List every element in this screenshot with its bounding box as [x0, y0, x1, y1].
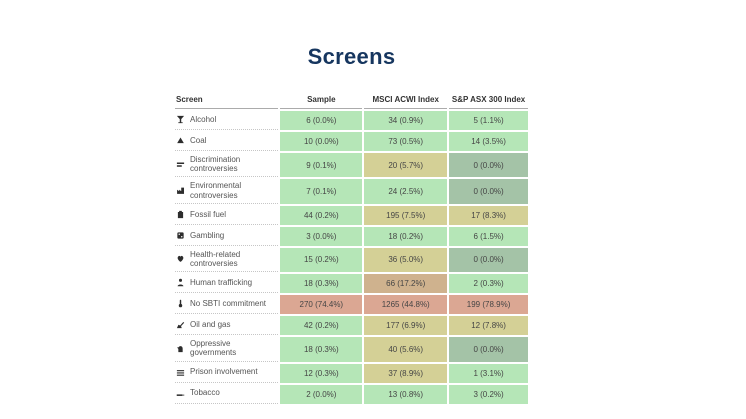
screen-label: Tobacco [190, 388, 220, 398]
sp-asx-300-cell: 14 (3.5%) [449, 132, 528, 151]
sample-cell: 42 (0.2%) [280, 316, 363, 336]
msci-acwi-cell: 73 (0.5%) [364, 132, 448, 151]
sample-cell: 3 (0.0%) [280, 226, 363, 246]
sample-cell: 44 (0.2%) [280, 205, 363, 225]
fuel-canister-icon [176, 210, 185, 219]
table-row: Human trafficking 18 (0.3%) 66 (17.2%) 2… [175, 274, 528, 294]
sp-asx-300-cell: 3 (0.2%) [449, 384, 528, 404]
sample-cell: 10 (0.0%) [280, 132, 363, 151]
msci-acwi-cell: 34 (0.9%) [364, 111, 448, 130]
msci-acwi-cell: 18 (0.2%) [364, 226, 448, 246]
table-row: Coal 10 (0.0%) 73 (0.5%) 14 (3.5%) [175, 132, 528, 151]
sp-asx-300-cell: 6 (1.5%) [449, 226, 528, 246]
report-page: Screens Screen Sample MSCI ACWI Index S&… [173, 44, 530, 406]
column-header-msci-acwi: MSCI ACWI Index [364, 95, 448, 109]
sp-asx-300-cell: 0 (0.0%) [449, 153, 528, 178]
screen-label: Discrimination controversies [190, 155, 241, 174]
screen-label: Oil and gas [190, 320, 231, 330]
sp-asx-300-cell: 199 (78.9%) [449, 295, 528, 315]
table-row: Fossil fuel 44 (0.2%) 195 (7.5%) 17 (8.3… [175, 205, 528, 225]
screen-label: Prison involvement [190, 367, 258, 377]
msci-acwi-cell: 13 (0.8%) [364, 384, 448, 404]
sp-asx-300-cell: 0 (0.0%) [449, 247, 528, 273]
sample-cell: 7 (0.1%) [280, 179, 363, 204]
sample-cell: 15 (0.2%) [280, 247, 363, 273]
sample-cell: 12 (0.3%) [280, 363, 363, 383]
cocktail-icon [176, 115, 185, 124]
msci-acwi-cell: 1265 (44.8%) [364, 295, 448, 315]
prison-bars-icon [176, 368, 185, 377]
factory-icon [176, 186, 185, 195]
msci-acwi-cell: 20 (5.7%) [364, 153, 448, 178]
sample-cell: 270 (74.4%) [280, 295, 363, 315]
table-row: No SBTI commitment 270 (74.4%) 1265 (44.… [175, 295, 528, 315]
table-row: Gambling 3 (0.0%) 18 (0.2%) 6 (1.5%) [175, 226, 528, 246]
sample-cell: 2 (0.0%) [280, 384, 363, 404]
screen-label: Environmental controversies [190, 181, 242, 200]
table-row: Environmental controversies 7 (0.1%) 24 … [175, 179, 528, 204]
screen-label: Gambling [190, 230, 225, 240]
msci-acwi-cell: 36 (5.0%) [364, 247, 448, 273]
table-row: Health-related controversies 15 (0.2%) 3… [175, 247, 528, 273]
screen-label: Coal [190, 135, 207, 145]
table-row: Oppressive governments 18 (0.3%) 40 (5.6… [175, 337, 528, 362]
sp-asx-300-cell: 1 (3.1%) [449, 363, 528, 383]
cigarette-icon [176, 389, 185, 398]
sp-asx-300-cell: 12 (7.8%) [449, 316, 528, 336]
msci-acwi-cell: 37 (8.9%) [364, 363, 448, 383]
sp-asx-300-cell: 5 (1.1%) [449, 111, 528, 130]
sp-asx-300-cell: 17 (8.3%) [449, 205, 528, 225]
person-icon [176, 278, 185, 287]
sp-asx-300-cell: 0 (0.0%) [449, 179, 528, 204]
column-header-sample: Sample [280, 95, 363, 109]
sample-cell: 9 (0.1%) [280, 153, 363, 178]
table-row: Oil and gas 42 (0.2%) 177 (6.9%) 12 (7.8… [175, 316, 528, 336]
sample-cell: 6 (0.0%) [280, 111, 363, 130]
screen-label: Alcohol [190, 114, 217, 124]
table-row: Prison involvement 12 (0.3%) 37 (8.9%) 1… [175, 363, 528, 383]
sp-asx-300-cell: 0 (0.0%) [449, 337, 528, 362]
column-header-screen: Screen [175, 95, 279, 109]
screen-label: Human trafficking [190, 278, 253, 288]
dice-icon [176, 231, 185, 240]
pumpjack-icon [176, 320, 185, 329]
msci-acwi-cell: 24 (2.5%) [364, 179, 448, 204]
msci-acwi-cell: 40 (5.6%) [364, 337, 448, 362]
sp-asx-300-cell: 2 (0.3%) [449, 274, 528, 294]
msci-acwi-cell: 177 (6.9%) [364, 316, 448, 336]
heart-icon [176, 254, 185, 263]
sample-cell: 18 (0.3%) [280, 274, 363, 294]
column-header-sp-asx-300: S&P ASX 300 Index [449, 95, 528, 109]
table-row: Tobacco 2 (0.0%) 13 (0.8%) 3 (0.2%) [175, 384, 528, 404]
table-header-row: Screen Sample MSCI ACWI Index S&P ASX 30… [175, 95, 528, 109]
table-row: Discrimination controversies 9 (0.1%) 20… [175, 153, 528, 178]
screen-label: Health-related controversies [190, 249, 241, 268]
page-title: Screens [307, 44, 396, 69]
unequal-bars-icon [176, 160, 185, 169]
screens-heatmap-table: Screen Sample MSCI ACWI Index S&P ASX 30… [173, 93, 530, 406]
sample-cell: 18 (0.3%) [280, 337, 363, 362]
coal-icon [176, 136, 185, 145]
screen-label: Oppressive governments [190, 339, 237, 358]
fist-icon [176, 344, 185, 353]
screen-label: No SBTI commitment [190, 299, 267, 309]
screen-label: Fossil fuel [190, 209, 227, 219]
thermometer-icon [176, 299, 185, 308]
msci-acwi-cell: 195 (7.5%) [364, 205, 448, 225]
msci-acwi-cell: 66 (17.2%) [364, 274, 448, 294]
table-row: Alcohol 6 (0.0%) 34 (0.9%) 5 (1.1%) [175, 111, 528, 130]
